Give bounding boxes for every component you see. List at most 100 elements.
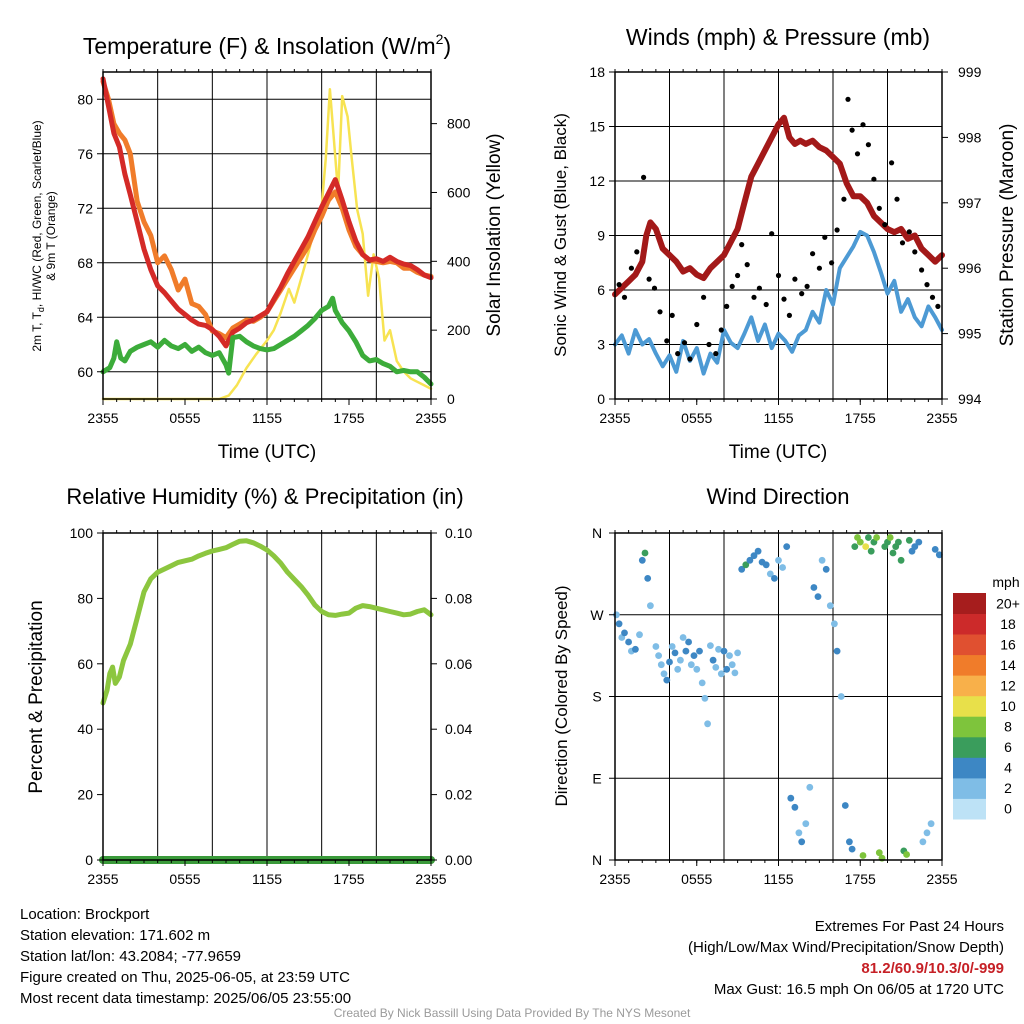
temp-plot-area: 2355 0555 1155 1755 235560646872768002004006…: [77, 69, 471, 426]
wdir-point: [754, 547, 762, 555]
gust-point: [701, 294, 707, 300]
wdir-point: [806, 783, 814, 791]
wdir-xtick-label: 1155: [763, 871, 793, 887]
wdir-ytick-label: N: [592, 525, 602, 541]
wdir-point: [795, 829, 803, 837]
rh-ytick-label: 60: [77, 656, 93, 672]
temp-ytick-label: 68: [77, 255, 93, 271]
temp-y2tick-label: 200: [447, 322, 471, 338]
wdir-point: [668, 643, 676, 650]
wdir-point: [720, 647, 728, 655]
wdir-point: [775, 556, 782, 564]
wdir-point: [636, 631, 643, 639]
gust-point: [694, 321, 700, 328]
wdir-point: [915, 538, 923, 546]
gust-point: [781, 296, 787, 302]
gust-point: [849, 127, 855, 133]
gust-point: [616, 282, 622, 288]
wdir-point: [696, 647, 703, 655]
gust-point: [804, 283, 810, 289]
wdir-ytick-label: N: [592, 852, 602, 868]
wdir-point: [919, 838, 927, 846]
rh-ytick-label: 0: [85, 852, 93, 868]
wdir-point: [762, 561, 770, 569]
colorbar-label: 14: [1000, 657, 1016, 673]
rh-y2tick-label: 0.00: [445, 852, 472, 868]
wdir-point: [674, 665, 682, 673]
winds-xtick-label: 2355: [599, 410, 630, 426]
wdir-point: [655, 652, 662, 659]
wdir-point: [787, 794, 795, 802]
wdir-point: [652, 643, 660, 650]
gust-point: [735, 272, 741, 279]
wdir-point: [671, 649, 679, 657]
temp-series-solar: [101, 87, 433, 401]
wdir-point: [846, 838, 853, 846]
wdir-point: [791, 803, 799, 811]
temp-y2tick-label: 400: [447, 253, 471, 269]
wdir-point: [875, 849, 883, 857]
colorbar-swatch: [953, 757, 986, 779]
wdir-point: [841, 802, 849, 809]
temp-ytick-label: 64: [77, 309, 93, 325]
gust-point: [854, 151, 861, 157]
wdir-point: [693, 665, 701, 673]
wdir-ytick-label: E: [592, 770, 601, 786]
rh-xtick-label: 2355: [415, 871, 446, 887]
colorbar-swatch: [953, 695, 986, 717]
temp-xtick-label: 2355: [87, 410, 118, 426]
station-location: Location: Brockport: [20, 906, 150, 923]
wdir-point: [822, 565, 830, 573]
wdir-point: [682, 647, 690, 655]
wdir-point: [859, 852, 867, 859]
speed-colorbar: 0 2 4 6 8 10 12 14 16 18 20+: [953, 593, 1020, 820]
wdir-point: [632, 645, 639, 653]
extremes-values: 81.2/60.9/10.3/0/-999: [861, 960, 1004, 977]
temp-y2label: Solar Insolation (Yellow): [484, 133, 505, 336]
gust-point: [739, 242, 745, 248]
rh-y2tick-label: 0.06: [445, 656, 472, 672]
wdir-point: [935, 551, 943, 559]
winds-ytick-label: 0: [597, 391, 605, 407]
wdir-point: [779, 564, 786, 571]
gust-point: [871, 176, 877, 182]
wdir-point: [865, 534, 872, 541]
wdir-xtick-label: 0555: [681, 871, 712, 887]
station-elevation: Station elevation: 171.602 m: [20, 927, 211, 944]
winds-y2tick-label: 995: [958, 326, 982, 342]
winds-title: Winds (mph) & Pressure (mb): [626, 24, 930, 50]
rh-plot-area: 2355 0555 1155 1755 2355 0 20 40 60 80 100 0.00 0.02…: [70, 525, 473, 887]
figure-created: Figure created on Thu, 2025-06-05, at 23…: [20, 969, 350, 986]
temperature-panel: Temperature (F) & Insolation (W/m2) 2355…: [30, 31, 505, 463]
colorbar-label: 2: [1004, 780, 1012, 796]
wdir-point: [931, 546, 939, 553]
colorbar-swatch: [953, 634, 986, 656]
temp-ytick-label: 72: [77, 200, 93, 216]
gust-point: [860, 122, 866, 128]
gust-point: [792, 276, 798, 282]
gust-point: [675, 351, 681, 357]
wdir-point: [728, 661, 736, 669]
winds-ylabel: Sonic Wind & Gust (Blue, Black): [551, 113, 570, 357]
gust-point: [889, 160, 895, 166]
wdir-ylabel: Direction (Colored By Speed): [552, 585, 571, 806]
wdir-point: [621, 629, 628, 637]
gust-point: [634, 249, 640, 255]
wdir-point: [709, 656, 717, 664]
gust-point: [628, 265, 635, 271]
wdir-point: [663, 676, 671, 684]
gust-point: [669, 312, 675, 318]
gust-point: [756, 285, 763, 291]
colorbar-title: mph: [992, 574, 1019, 590]
wdir-point: [734, 649, 741, 657]
winds-ytick-label: 18: [589, 64, 605, 80]
wdir-point: [723, 665, 731, 673]
colorbar-swatch: [953, 613, 986, 635]
colorbar-swatch: [953, 777, 986, 799]
gust-point: [621, 294, 628, 300]
winds-xtick-label: 1155: [763, 410, 793, 426]
recent-timestamp: Most recent data timestamp: 2025/06/05 2…: [20, 990, 352, 1007]
station-latlon: Station lat/lon: 43.2084; -77.9659: [20, 948, 242, 965]
gust-point: [681, 340, 688, 346]
